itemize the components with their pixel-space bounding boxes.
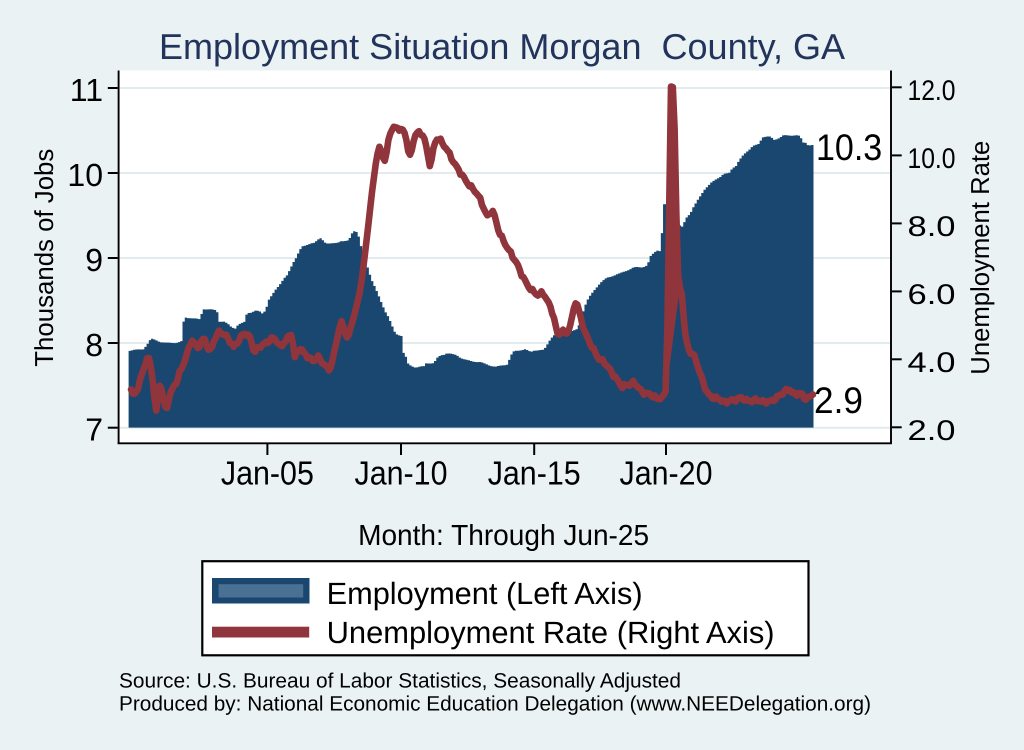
svg-text:Employment Situation Morgan C: Employment Situation Morgan County, GA bbox=[159, 26, 845, 67]
svg-text:8.0: 8.0 bbox=[908, 211, 956, 243]
svg-text:2.9: 2.9 bbox=[814, 380, 863, 421]
svg-text:11: 11 bbox=[70, 72, 103, 108]
svg-text:10.3: 10.3 bbox=[816, 127, 882, 168]
svg-text:9: 9 bbox=[85, 242, 103, 278]
svg-text:Unemployment Rate: Unemployment Rate bbox=[965, 141, 995, 375]
svg-text:Jan-15: Jan-15 bbox=[488, 456, 581, 493]
svg-text:Source: U.S. Bureau of Labor S: Source: U.S. Bureau of Labor Statistics,… bbox=[119, 669, 681, 692]
svg-text:10.0: 10.0 bbox=[908, 143, 956, 175]
svg-text:2.0: 2.0 bbox=[908, 415, 956, 447]
svg-text:6.0: 6.0 bbox=[908, 279, 956, 311]
svg-text:Jan-05: Jan-05 bbox=[221, 456, 314, 493]
svg-text:8: 8 bbox=[85, 327, 103, 363]
svg-text:Employment (Left Axis): Employment (Left Axis) bbox=[327, 576, 643, 611]
svg-text:Jan-20: Jan-20 bbox=[620, 456, 713, 493]
svg-text:10: 10 bbox=[67, 157, 103, 193]
svg-text:Unemployment Rate (Right Axis): Unemployment Rate (Right Axis) bbox=[327, 615, 775, 650]
svg-text:Jan-10: Jan-10 bbox=[355, 456, 448, 493]
svg-text:Thousands of Jobs: Thousands of Jobs bbox=[29, 149, 59, 367]
svg-text:12.0: 12.0 bbox=[908, 75, 956, 107]
svg-text:4.0: 4.0 bbox=[908, 347, 956, 379]
svg-text:7: 7 bbox=[85, 412, 103, 448]
svg-text:Month: Through Jun-25: Month: Through Jun-25 bbox=[358, 520, 649, 552]
svg-text:Produced by: National Economic: Produced by: National Economic Education… bbox=[119, 692, 871, 715]
